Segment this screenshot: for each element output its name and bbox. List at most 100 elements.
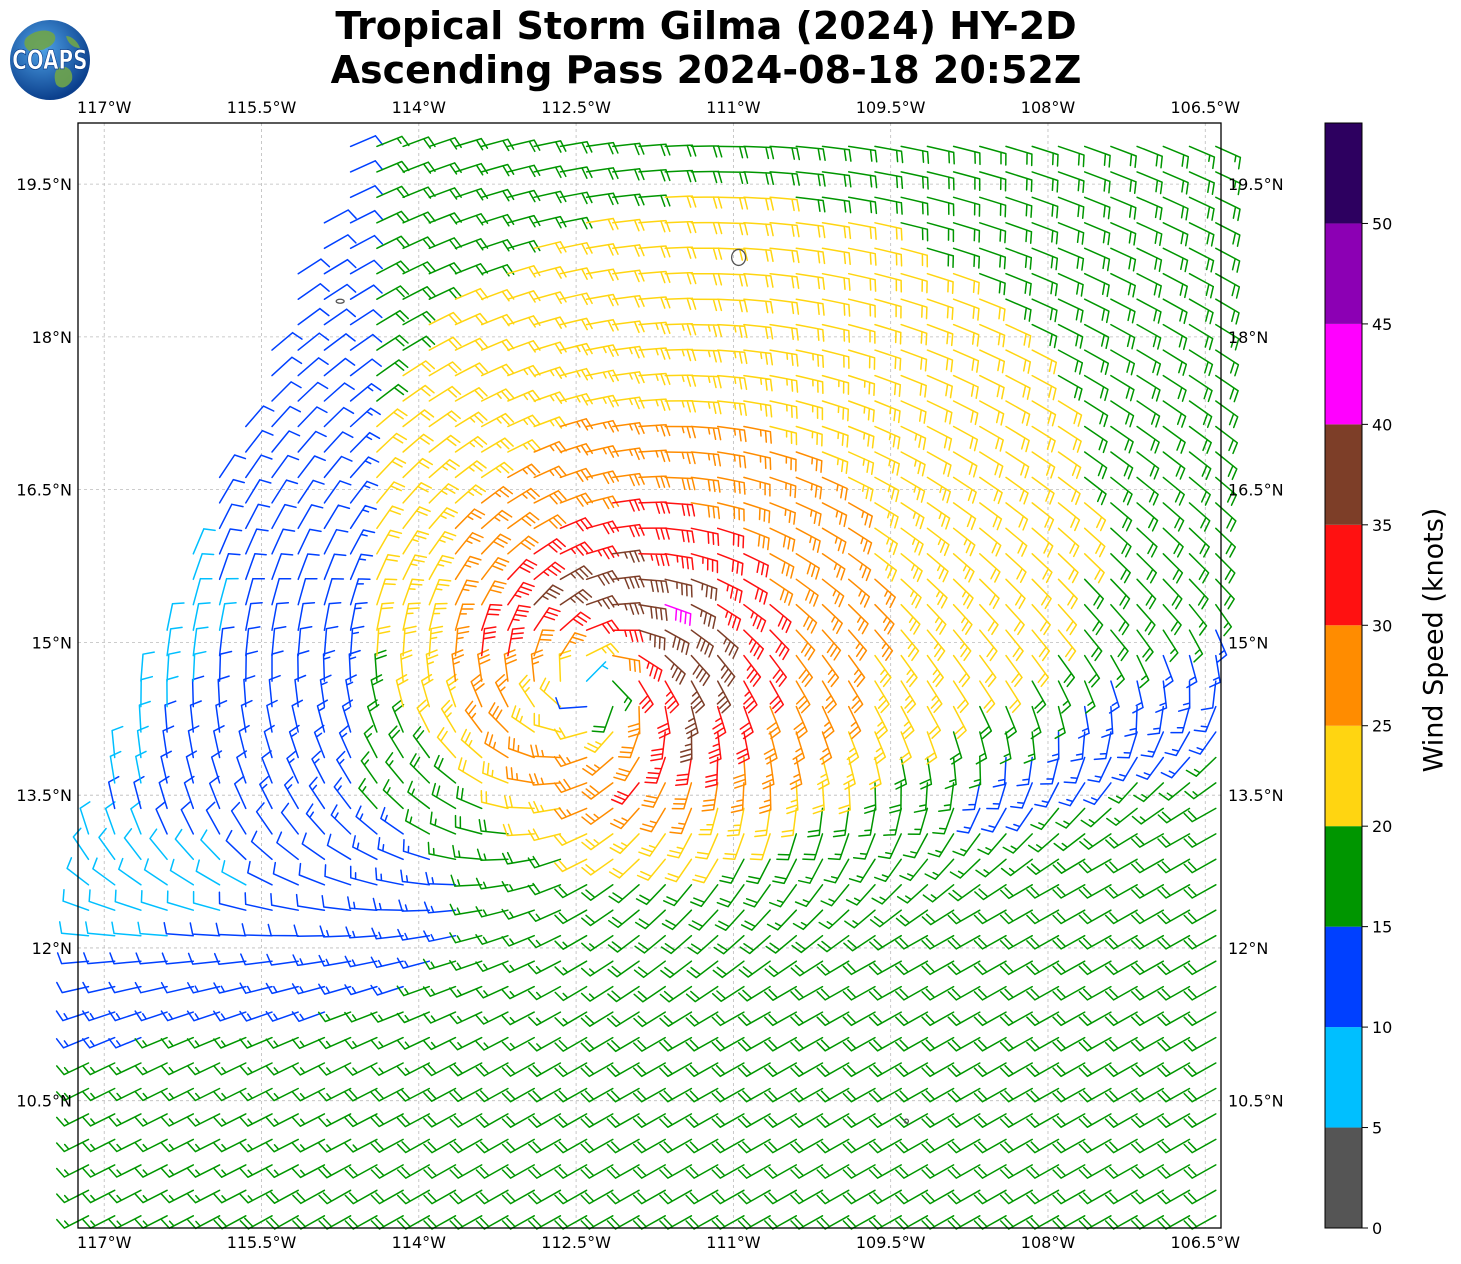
wind-barb bbox=[1209, 654, 1221, 688]
wind-barb bbox=[821, 272, 851, 291]
wind-barb bbox=[533, 465, 567, 479]
wind-barb bbox=[847, 451, 875, 475]
wind-barb bbox=[821, 425, 849, 448]
wind-barb bbox=[247, 860, 273, 886]
wind-barb bbox=[527, 960, 562, 975]
wind-barb bbox=[271, 405, 302, 428]
wind-barb bbox=[871, 884, 902, 905]
wind-barb bbox=[1083, 578, 1105, 610]
wind-barb bbox=[376, 309, 409, 326]
wind-barb bbox=[842, 1087, 876, 1103]
wind-barb bbox=[322, 649, 336, 682]
wind-barb bbox=[245, 454, 273, 479]
wind-barb bbox=[711, 1011, 745, 1027]
wind-barb bbox=[1131, 1011, 1165, 1027]
wind-barb bbox=[1026, 985, 1060, 1001]
wind-barb bbox=[1078, 1087, 1112, 1103]
wind-barb bbox=[947, 909, 981, 925]
lon-tick-label-bottom: 115.5°W bbox=[227, 1233, 297, 1252]
wind-barb bbox=[428, 286, 462, 300]
coastlines bbox=[335, 248, 910, 1124]
wind-barb bbox=[874, 629, 894, 661]
lat-tick-label-right: 10.5°N bbox=[1228, 1092, 1284, 1111]
wind-barb bbox=[1183, 1113, 1217, 1128]
wind-barb bbox=[688, 909, 719, 931]
wind-barb bbox=[690, 272, 723, 286]
wind-barb bbox=[370, 1113, 404, 1128]
wind-barb bbox=[1104, 1113, 1138, 1128]
wind-barb bbox=[225, 829, 247, 861]
wind-barb bbox=[55, 1138, 90, 1153]
wind-barb bbox=[385, 752, 404, 784]
wind-barb bbox=[554, 934, 588, 950]
wind-barb bbox=[192, 890, 221, 911]
wind-barb bbox=[213, 1189, 247, 1204]
wind-barb bbox=[580, 1189, 614, 1205]
wind-barb bbox=[712, 960, 745, 979]
wind-barb bbox=[947, 1189, 981, 1205]
lat-tick-label-left: 12°N bbox=[32, 939, 72, 958]
wind-barb bbox=[370, 1087, 404, 1102]
wind-barb bbox=[874, 705, 888, 740]
wind-barb bbox=[218, 602, 237, 631]
wind-barb bbox=[1147, 705, 1165, 736]
wind-barb bbox=[160, 1189, 195, 1204]
wind-barb bbox=[1023, 731, 1036, 764]
wind-barb bbox=[895, 1062, 929, 1078]
wind-barb bbox=[585, 192, 619, 206]
wind-barb bbox=[1157, 1011, 1191, 1027]
wind-barb bbox=[480, 557, 510, 581]
wind-barb bbox=[213, 1036, 247, 1049]
wind-barb bbox=[400, 869, 431, 886]
wind-barb bbox=[501, 908, 535, 920]
wind-barb bbox=[1083, 629, 1103, 662]
wind-barb bbox=[245, 553, 267, 581]
wind-barb bbox=[160, 1062, 195, 1076]
wind-barb bbox=[795, 451, 823, 473]
wind-barb bbox=[265, 1036, 299, 1049]
wind-barb bbox=[694, 833, 719, 860]
wind-barb bbox=[638, 372, 671, 386]
colorbar-label: Wind Speed (knots) bbox=[1419, 508, 1450, 773]
wind-barb bbox=[553, 833, 588, 846]
wind-barb bbox=[926, 705, 942, 739]
wind-barb bbox=[349, 209, 384, 224]
wind-barb bbox=[769, 603, 792, 634]
wind-barb bbox=[716, 578, 743, 604]
wind-barb bbox=[454, 532, 484, 555]
wind-barb bbox=[1052, 985, 1086, 1001]
wind-barb bbox=[528, 1164, 562, 1179]
colorbar-bin bbox=[1325, 524, 1362, 626]
wind-barb bbox=[632, 1189, 666, 1205]
wind-barb bbox=[973, 1087, 1007, 1103]
wind-barb bbox=[501, 851, 535, 865]
colorbar-bin bbox=[1325, 625, 1362, 726]
wind-barb bbox=[428, 483, 460, 504]
wind-barb bbox=[92, 857, 116, 886]
wind-barb bbox=[664, 323, 697, 336]
wind-barb bbox=[608, 858, 640, 879]
wind-barb bbox=[764, 1138, 798, 1154]
wind-barb bbox=[480, 338, 515, 352]
wind-barb bbox=[376, 135, 410, 148]
wind-barb bbox=[716, 527, 745, 549]
wind-barb bbox=[979, 476, 1003, 505]
wind-barb bbox=[553, 807, 588, 820]
wind-barb bbox=[1110, 196, 1137, 220]
wind-barb bbox=[1005, 145, 1033, 167]
wind-barb bbox=[641, 782, 666, 808]
wind-barb bbox=[1157, 858, 1191, 874]
wind-barb bbox=[218, 891, 247, 911]
wind-barb bbox=[133, 775, 145, 810]
wind-barb bbox=[684, 705, 699, 740]
wind-barb bbox=[539, 677, 562, 708]
wind-barb bbox=[1057, 171, 1085, 194]
wind-barb bbox=[900, 654, 918, 688]
wind-barb bbox=[664, 629, 690, 656]
wind-barb bbox=[1157, 807, 1191, 824]
wind-barb bbox=[585, 243, 619, 256]
wind-barb bbox=[370, 1062, 404, 1076]
wind-barb bbox=[823, 858, 850, 884]
wind-barb bbox=[1186, 654, 1198, 689]
